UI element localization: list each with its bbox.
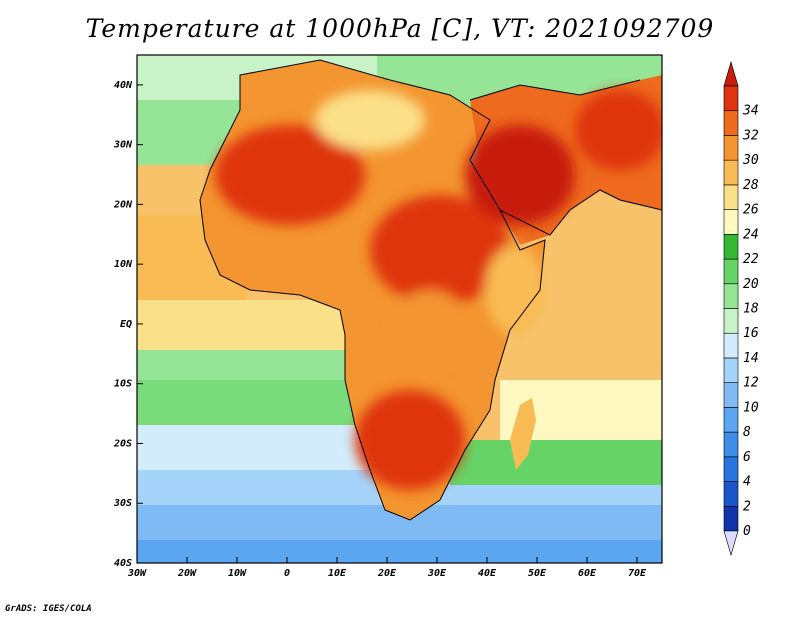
colorbar-label: 26 [743,203,759,218]
colorbar-label: 6 [743,450,751,465]
colorbar-swatch [723,234,739,260]
lon-tick-label: 60E [578,568,597,579]
lon-tick-label: 40E [478,568,497,579]
colorbar-swatch [723,456,739,482]
lon-tick-label: 20W [177,568,197,579]
colorbar-label: 22 [743,252,759,267]
colorbar-swatch [723,209,739,235]
map-title: Temperature at 1000hPa [C], VT: 20210927… [85,14,715,43]
colorbar-swatch [723,159,739,186]
lon-tick-label: 10W [228,568,247,579]
colorbar-swatch [723,357,739,383]
colorbar-label: 2 [743,499,751,514]
colorbar-label: 4 [743,475,751,490]
colorbar-label: 10 [743,400,759,415]
colorbar-swatch [723,332,739,359]
colorbar-swatch [723,283,739,309]
colorbar-swatch [723,407,739,433]
colorbar-swatch [723,505,739,532]
lon-tick-label: 30E [427,568,447,579]
colorbar-min-arrow [723,530,739,557]
plot-frame [136,54,663,564]
colorbar-label: 16 [743,326,759,341]
colorbar-swatch [723,258,739,285]
lat-tick-label: 40N [114,80,133,91]
lat-tick-label: 30N [113,140,133,151]
colorbar-swatch [723,85,739,112]
lon-tick-label: 70E [628,568,647,579]
lat-tick-label: 20N [113,199,133,210]
lat-tick-label: 40S [114,558,132,569]
colorbar-swatch [723,382,739,408]
colorbar-label: 18 [743,302,759,317]
colorbar-label: 30 [742,153,759,168]
coastline [199,59,662,521]
colorbar-swatch [723,135,739,161]
lat-tick-label: EQ [120,319,132,330]
latitude-axis: 40S 30S 20S 10S EQ 10N 20N 30N 40N [113,80,143,569]
lon-tick-label: 20E [377,568,397,579]
longitude-axis: 30W 20W 10W 0 10E 20E 30E 40E 50E 60E 70E [127,557,647,579]
colorbar-label: 34 [742,104,759,119]
colorbar-max-arrow [723,60,739,87]
colorbar-label: 14 [743,351,759,366]
colorbar-swatch [723,308,739,334]
temperature-field [137,55,662,563]
lon-tick-label: 50E [528,568,547,579]
credit-text: GrADS: IGES/COLA [5,604,92,614]
colorbar-label: 12 [743,376,759,391]
lat-tick-label: 10S [114,379,132,390]
colorbar-label: 8 [743,425,751,440]
madagascar [510,398,536,470]
lon-tick-label: 0 [284,568,290,579]
lat-tick-label: 30S [113,498,132,509]
colorbar-label: 32 [742,128,759,143]
lon-tick-label: 10E [328,568,347,579]
colorbar-label: 24 [743,227,759,242]
colorbar-swatch [723,110,739,136]
lon-tick-label: 30W [127,568,147,579]
colorbar-label: 20 [743,277,759,292]
colorbar-label: 28 [743,178,759,193]
colorbar-swatch [723,431,739,458]
colorbar-swatch [723,481,739,507]
lat-tick-label: 10N [114,259,133,270]
lat-tick-label: 20S [113,438,132,449]
colorbar-label: 0 [743,524,751,539]
colorbar-swatch [723,184,739,210]
